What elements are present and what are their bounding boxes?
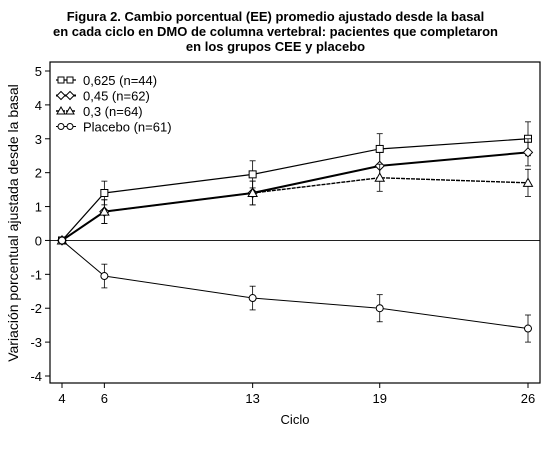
legend-marker [65, 105, 75, 115]
legend-marker [66, 76, 74, 84]
y-tick-label: -3 [30, 335, 42, 350]
y-tick-label: -4 [30, 369, 42, 384]
y-axis-label: Variación porcentual ajustada desde la b… [5, 84, 21, 362]
legend-marker [57, 123, 65, 130]
data-point [524, 324, 532, 333]
data-point [374, 172, 386, 182]
legend-marker [66, 123, 74, 130]
data-point [248, 170, 257, 179]
x-tick-label: 4 [58, 391, 65, 406]
x-axis-label: Ciclo [281, 412, 310, 427]
data-point [522, 147, 534, 158]
data-point [248, 294, 257, 303]
chart-title-line-1: Figura 2. Cambio porcentual (EE) promedi… [66, 9, 485, 24]
series-line [61, 138, 529, 241]
legend-marker [56, 105, 66, 115]
data-point [375, 304, 384, 313]
data-point [522, 177, 534, 187]
x-tick-label: 19 [372, 391, 386, 406]
y-tick-label: 0 [35, 233, 42, 248]
data-point [100, 272, 109, 281]
series-line [61, 240, 529, 330]
legend-entry: 0,45 (n=62) [83, 89, 150, 104]
y-tick-label: 5 [35, 64, 42, 79]
x-tick-label: 26 [521, 391, 535, 406]
legend-entry: 0,3 (n=64) [83, 104, 143, 119]
y-tick-label: 2 [35, 166, 42, 181]
legend-entry: 0,625 (n=44) [83, 73, 157, 88]
legend-marker [65, 90, 75, 101]
data-point [100, 189, 109, 197]
x-tick-label: 6 [101, 391, 108, 406]
y-tick-label: 3 [35, 132, 42, 147]
y-tick-label: -2 [30, 301, 42, 316]
y-tick-label: 4 [35, 98, 42, 113]
chart-title-line-3: en los grupos CEE y placebo [185, 39, 366, 54]
y-tick-label: 1 [35, 200, 42, 215]
x-tick-label: 13 [245, 391, 259, 406]
data-point [375, 144, 384, 153]
data-point [58, 236, 66, 245]
legend-marker [56, 90, 66, 101]
plot-frame [49, 61, 541, 384]
y-tick-label: -1 [30, 267, 42, 282]
chart-title-line-2: en cada ciclo en DMO de columna vertebra… [52, 24, 498, 39]
data-point [247, 187, 258, 197]
data-point [99, 206, 110, 216]
legend-marker [57, 76, 65, 84]
legend-entry: Placebo (n=61) [83, 120, 172, 135]
